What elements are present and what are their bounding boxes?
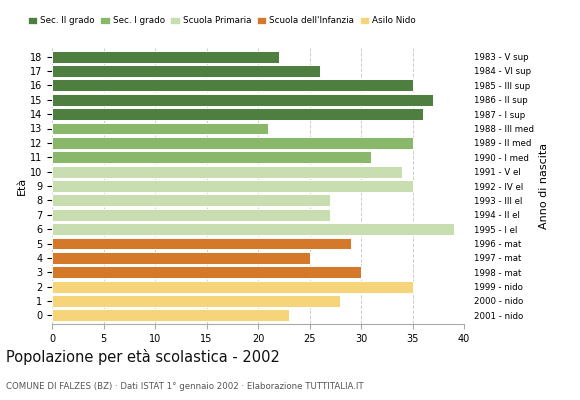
Legend: Sec. II grado, Sec. I grado, Scuola Primaria, Scuola dell'Infanzia, Asilo Nido: Sec. II grado, Sec. I grado, Scuola Prim… — [28, 16, 416, 26]
Bar — [52, 80, 412, 91]
Bar — [52, 266, 361, 278]
Y-axis label: Anno di nascita: Anno di nascita — [539, 143, 549, 229]
Bar — [52, 65, 320, 77]
Bar — [52, 252, 310, 264]
Bar — [52, 123, 269, 134]
Bar — [52, 310, 289, 321]
Text: COMUNE DI FALZES (BZ) · Dati ISTAT 1° gennaio 2002 · Elaborazione TUTTITALIA.IT: COMUNE DI FALZES (BZ) · Dati ISTAT 1° ge… — [6, 382, 364, 391]
Bar — [52, 223, 454, 235]
Bar — [52, 209, 330, 221]
Bar — [52, 51, 279, 62]
Bar — [52, 108, 423, 120]
Bar — [52, 151, 371, 163]
Y-axis label: Età: Età — [17, 177, 27, 195]
Bar — [52, 295, 340, 307]
Bar — [52, 281, 412, 292]
Bar — [52, 194, 330, 206]
Bar — [52, 137, 412, 149]
Bar — [52, 94, 433, 106]
Bar — [52, 166, 403, 178]
Bar — [52, 238, 351, 249]
Bar — [52, 180, 412, 192]
Text: Popolazione per età scolastica - 2002: Popolazione per età scolastica - 2002 — [6, 349, 280, 365]
